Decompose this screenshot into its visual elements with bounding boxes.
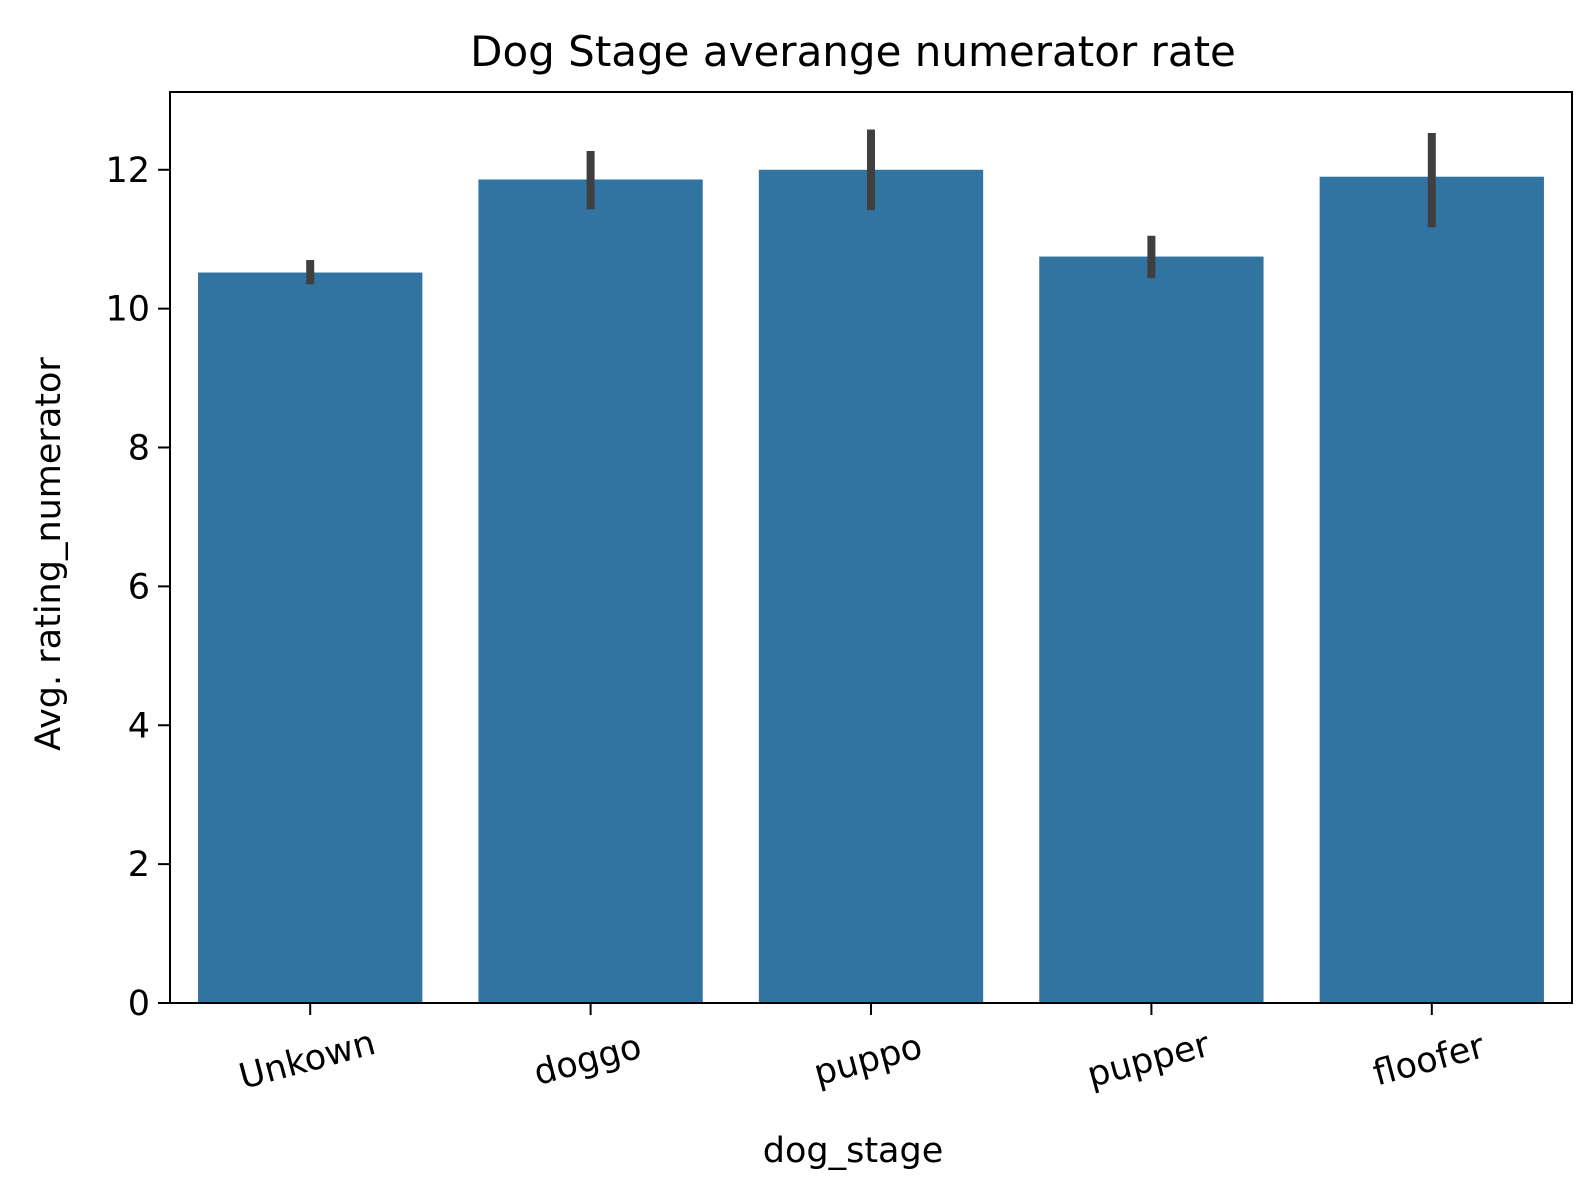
y-tick-label: 12 — [105, 151, 150, 191]
bar-doggo — [478, 179, 703, 1004]
x-tick-label-pupper: pupper — [1083, 1025, 1214, 1096]
x-tick-label-unkown: Unkown — [235, 1023, 380, 1098]
y-tick-label: 8 — [128, 429, 150, 469]
y-tick-label: 2 — [128, 845, 150, 885]
bar-puppo — [758, 169, 984, 1003]
x-tick-label-puppo: puppo — [810, 1027, 927, 1094]
y-tick-label: 10 — [105, 290, 150, 330]
y-tick-label: 4 — [128, 706, 150, 746]
x-tick-label-doggo: doggo — [530, 1027, 646, 1094]
x-tick-label-floofer: floofer — [1369, 1026, 1489, 1094]
y-axis-label: Avg. rating_numerator — [29, 357, 69, 751]
plot-frame — [169, 91, 1573, 1004]
bar-unkown — [198, 272, 423, 1003]
bar-pupper — [1039, 256, 1264, 1003]
y-tick-label: 0 — [128, 984, 150, 1024]
x-axis-label: dog_stage — [763, 1131, 944, 1171]
chart-title: Dog Stage averange numerator rate — [470, 27, 1236, 76]
bar-floofer — [1319, 176, 1544, 1003]
y-tick-label: 6 — [128, 567, 150, 607]
plot-area: 0 2 4 6 8 10 12 Unkown doggo puppo pupper floofer — [105, 91, 1573, 1098]
